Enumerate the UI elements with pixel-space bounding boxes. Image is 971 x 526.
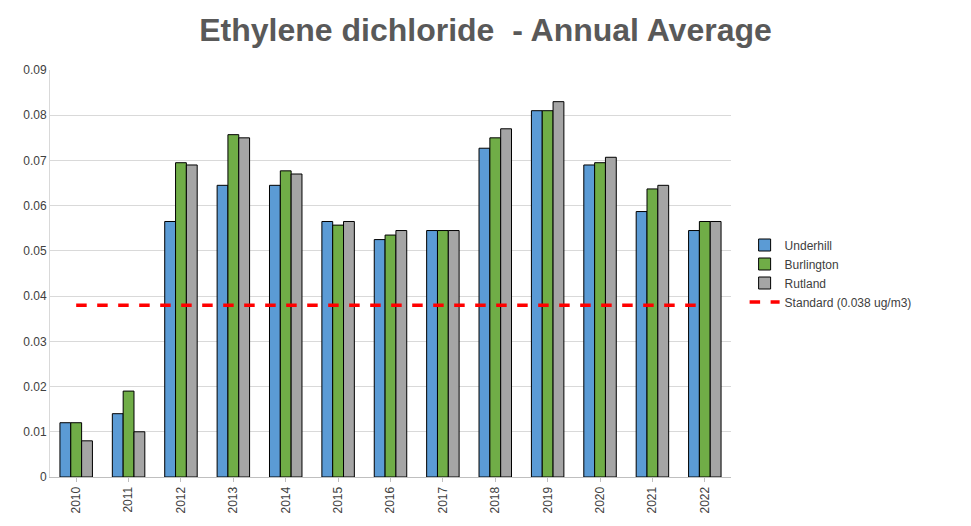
svg-text:0.02: 0.02 [23,380,47,394]
svg-text:2022: 2022 [698,486,712,513]
svg-text:2021: 2021 [645,486,659,513]
svg-text:0.01: 0.01 [23,425,47,439]
svg-text:2018: 2018 [488,486,502,513]
svg-text:0.05: 0.05 [23,244,47,258]
svg-text:Standard (0.038 ug/m3): Standard (0.038 ug/m3) [785,296,912,310]
svg-text:Rutland: Rutland [785,277,826,291]
svg-text:0.06: 0.06 [23,199,47,213]
svg-text:2012: 2012 [174,486,188,513]
svg-text:2019: 2019 [541,486,555,513]
svg-text:0.09: 0.09 [23,63,47,77]
svg-text:0.08: 0.08 [23,108,47,122]
svg-text:2011: 2011 [121,486,135,512]
svg-text:Underhill: Underhill [785,239,832,253]
svg-text:2015: 2015 [331,486,345,513]
svg-text:2013: 2013 [226,486,240,513]
svg-text:2010: 2010 [69,486,83,513]
svg-text:2020: 2020 [593,486,607,513]
svg-text:Ethylene dichloride - Annual: Ethylene dichloride - Annual Average [199,12,772,48]
svg-text:0.03: 0.03 [23,335,47,349]
svg-text:0.07: 0.07 [23,154,47,168]
svg-text:2016: 2016 [383,486,397,513]
svg-text:0.04: 0.04 [23,289,47,303]
svg-text:Burlington: Burlington [785,258,839,272]
svg-text:0: 0 [40,470,47,484]
svg-text:2017: 2017 [436,486,450,513]
svg-text:2014: 2014 [279,486,293,513]
